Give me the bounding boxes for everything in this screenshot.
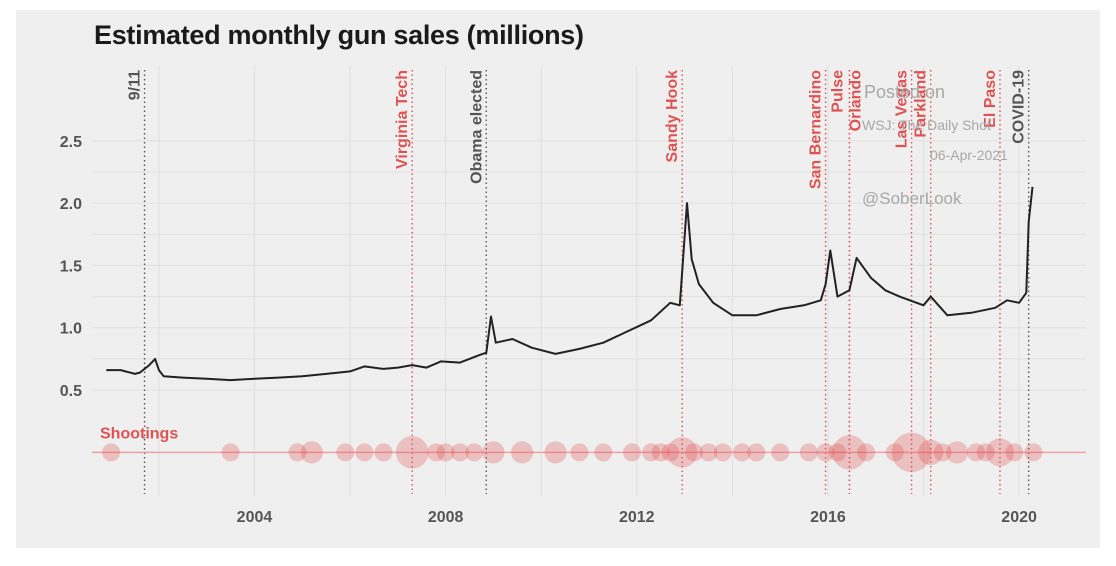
event-label: 9/11	[127, 70, 144, 100]
shooting-circle	[465, 443, 484, 462]
y-axis: 0.5 1.0 1.5 2.0 2.5	[60, 134, 82, 400]
sales-line	[106, 186, 1034, 382]
shooting-circle	[816, 443, 835, 462]
shootings-label: Shootings	[100, 425, 178, 442]
watermark-line-1: Posted on	[864, 82, 945, 102]
shooting-circle	[945, 441, 969, 464]
shooting-circle	[102, 443, 121, 462]
y-tick-label: 0.5	[60, 383, 82, 400]
shooting-circle	[355, 443, 374, 462]
event-label: COVID-19	[1011, 70, 1028, 144]
shooting-circle	[1005, 443, 1024, 462]
shooting-circle	[967, 443, 986, 462]
shooting-circle	[594, 443, 613, 462]
shooting-circle	[623, 443, 642, 462]
chart-panel	[16, 10, 1100, 548]
grid-lines	[92, 66, 1086, 496]
watermark: Posted on WSJ: The Daily Shot 06-Apr-202…	[862, 82, 1008, 208]
event-label: San Bernardino	[808, 70, 825, 189]
event-markers: 9/11 Virginia Tech Obama elected Sandy Hook…	[127, 70, 1030, 494]
x-axis: 2004 2008 2012 2016 2020	[237, 509, 1037, 526]
event-label: Parkland	[913, 70, 930, 138]
y-tick-label: 1.0	[60, 321, 82, 338]
watermark-line-3: 06-Apr-2021	[930, 147, 1008, 163]
shooting-circle	[857, 443, 876, 462]
event-label: Sandy Hook	[664, 70, 681, 163]
y-tick-label: 2.0	[60, 196, 82, 213]
shooting-circle	[713, 443, 732, 462]
shooting-circle	[436, 443, 455, 462]
shootings-track: Shootings	[92, 425, 1086, 473]
event-label: Orlando	[847, 70, 864, 132]
watermark-line-4: @SoberLook	[862, 189, 962, 208]
shooting-circle	[482, 441, 505, 464]
shooting-circle	[642, 443, 661, 462]
shooting-circle	[985, 438, 1014, 467]
shooting-circle	[1024, 443, 1043, 462]
x-tick-label: 2016	[810, 509, 846, 526]
shooting-circle	[374, 443, 393, 462]
shooting-circle	[885, 443, 904, 462]
y-tick-label: 2.5	[60, 134, 82, 151]
shooting-circle	[511, 441, 534, 464]
shooting-circle	[771, 443, 790, 462]
shooting-circle	[918, 439, 944, 466]
shooting-circle	[933, 443, 952, 462]
shooting-circle	[667, 437, 698, 468]
shooting-circle	[661, 443, 680, 462]
x-tick-label: 2008	[428, 509, 464, 526]
shooting-circle	[799, 443, 818, 462]
event-label: Pulse	[829, 70, 846, 113]
shooting-circle	[976, 443, 995, 462]
sales-series	[106, 186, 1034, 382]
shooting-circle	[891, 432, 932, 473]
shooting-circle	[828, 443, 847, 462]
shooting-circle	[221, 443, 240, 462]
x-tick-label: 2020	[1001, 509, 1037, 526]
event-label: Las Vegas	[894, 70, 911, 148]
shooting-circle	[732, 443, 751, 462]
shooting-circle	[685, 443, 704, 462]
shooting-circle	[300, 441, 323, 464]
shooting-circle	[427, 443, 446, 462]
shooting-circle	[747, 443, 766, 462]
shooting-circle	[450, 443, 469, 462]
x-tick-label: 2012	[619, 509, 655, 526]
shooting-circle	[699, 443, 718, 462]
event-label: Virginia Tech	[394, 70, 411, 169]
shooting-circle	[395, 436, 429, 469]
chart-title: Estimated monthly gun sales (millions)	[94, 20, 584, 50]
shooting-circle	[336, 443, 355, 462]
shooting-circle	[288, 443, 307, 462]
event-label: Obama elected	[468, 70, 485, 184]
shooting-circle	[651, 443, 670, 462]
shooting-circle	[570, 443, 589, 462]
watermark-line-2: WSJ: The Daily Shot	[862, 117, 991, 133]
shooting-circle	[832, 435, 867, 470]
y-tick-label: 1.5	[60, 258, 82, 275]
event-label: El Paso	[982, 70, 999, 128]
shooting-circle	[544, 441, 567, 464]
x-tick-label: 2004	[237, 509, 273, 526]
